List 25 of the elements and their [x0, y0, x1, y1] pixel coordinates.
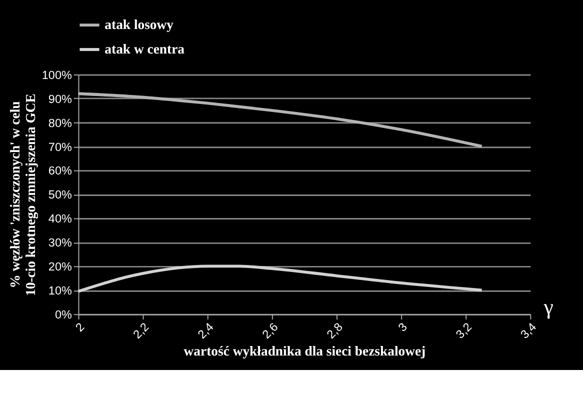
y-tick-label: 80%: [48, 116, 72, 130]
x-tick-label: 2: [73, 320, 88, 334]
y-tick-label: 0%: [54, 308, 72, 322]
x-tick-label: 3: [396, 320, 410, 334]
y-tick-label: 90%: [48, 92, 72, 106]
y-tick-label: 60%: [48, 164, 72, 178]
legend-label: atak losowy: [104, 16, 174, 32]
x-tick-label: 2,4: [195, 320, 217, 342]
legend-label: atak w centra: [104, 41, 185, 56]
y-tick-label: 40%: [48, 212, 72, 226]
x-axis-title: wartość wykładnika dla sieci bezskalowej: [184, 343, 426, 358]
y-tick-label: 30%: [48, 236, 72, 250]
x-tick-label: 3,4: [518, 320, 540, 342]
y-tick-label: 100%: [42, 68, 72, 82]
x-tick-label: 2,6: [260, 320, 281, 342]
y-tick-label: 70%: [48, 140, 72, 154]
x-tick-label: 2,2: [130, 320, 152, 342]
text: γ: [542, 295, 554, 320]
y-tick-label: 10%: [48, 284, 72, 298]
y-tick-label: 20%: [48, 260, 72, 274]
y-tick-label: 50%: [48, 188, 72, 202]
y-axis-title: % węzłów 'zniszczonych' w celu 10-cio krotnego zmniejszenia GCE: [7, 94, 40, 296]
line-series: [76, 264, 484, 293]
x-tick-label: 2,8: [324, 320, 346, 342]
x-tick-label: 3,2: [454, 320, 474, 342]
